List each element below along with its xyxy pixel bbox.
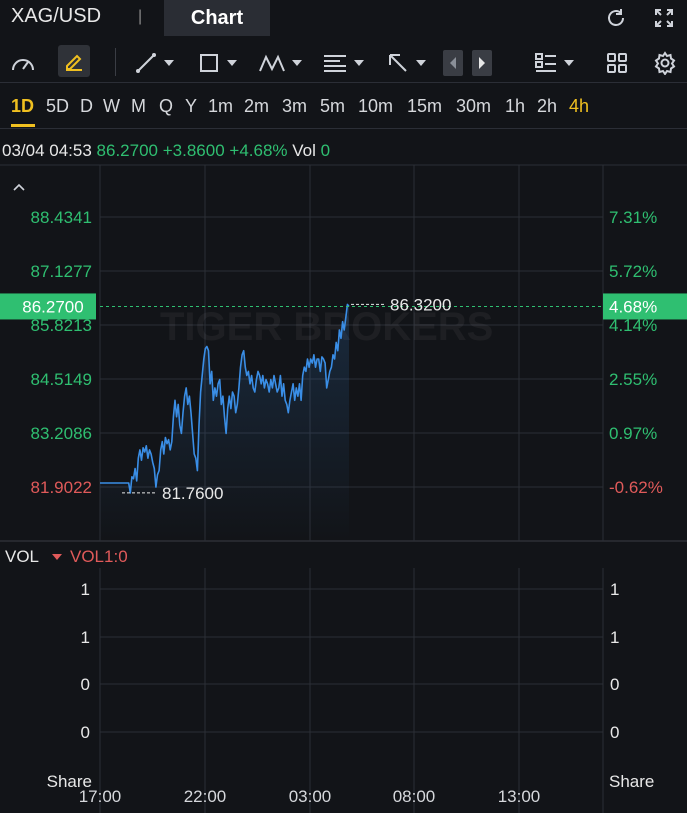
gauge-icon[interactable] [9, 50, 37, 76]
text-tool-icon[interactable] [322, 50, 364, 76]
period-d[interactable]: D [80, 96, 93, 116]
period-1h[interactable]: 1h [505, 96, 526, 116]
volume-indicator: VOL1:0 [70, 547, 128, 566]
high-marker-label: 86.3200 [390, 295, 451, 314]
volume-y-label-right: 1 [610, 580, 619, 599]
y-axis-label-left: 88.4341 [31, 208, 92, 227]
period-m[interactable]: M [131, 96, 146, 116]
current-price-label: 86.2700 [22, 297, 83, 316]
current-pct-tag [603, 293, 687, 320]
refresh-icon[interactable] [604, 6, 628, 30]
period-5d[interactable]: 5D [46, 96, 70, 116]
x-axis-label: 13:00 [498, 787, 541, 806]
watermark: TIGER BROKERS [160, 305, 493, 349]
volume-y-label-right: 0 [610, 723, 619, 742]
volume-y-label-left: 0 [81, 675, 90, 694]
y-axis-label-right: 5.72% [609, 262, 657, 281]
period-y[interactable]: Y [185, 96, 198, 116]
volume-dropdown-icon[interactable] [52, 554, 62, 560]
period-w[interactable]: W [103, 96, 120, 116]
settings-icon[interactable] [653, 50, 677, 76]
quote-info: 03/04 04:53 86.2700 +3.8600 +4.68% Vol 0 [2, 141, 330, 161]
title-separator: | [138, 8, 143, 25]
quote-vol-label: Vol [292, 141, 316, 160]
symbol-title[interactable]: XAG/USD [11, 5, 102, 27]
period-10m[interactable]: 10m [358, 96, 394, 116]
y-axis-label-right: 4.14% [609, 316, 657, 335]
volume-title: VOL [5, 547, 40, 566]
y-axis-label-left: 81.9022 [31, 478, 92, 497]
grid-icon[interactable] [605, 50, 629, 76]
toolbar-divider [115, 48, 116, 76]
x-axis-label: 03:00 [289, 787, 332, 806]
period-2h[interactable]: 2h [537, 96, 558, 116]
price-line [100, 303, 350, 494]
collapse-chevron-icon[interactable] [13, 183, 25, 191]
volume-y-label-left: 1 [81, 580, 90, 599]
period-30m[interactable]: 30m [456, 96, 492, 116]
rectangle-tool-icon[interactable] [197, 50, 237, 76]
pencil-icon[interactable] [58, 45, 90, 77]
period-1m[interactable]: 1m [208, 96, 234, 116]
quote-price: 86.2700 [96, 141, 158, 160]
x-axis-label: 22:00 [184, 787, 227, 806]
volume-unit-right: Share [609, 772, 654, 791]
current-pct-label: 4.68% [609, 297, 657, 316]
period-4h[interactable]: 4h [569, 96, 590, 116]
y-axis-label-right: -0.62% [609, 478, 663, 497]
y-axis-label-right: 0.97% [609, 424, 657, 443]
period-3m[interactable]: 3m [282, 96, 308, 116]
volume-unit-left: Share [47, 772, 92, 791]
top-bar: XAG/USD | Chart [0, 0, 687, 36]
quote-datetime: 03/04 04:53 [2, 141, 92, 160]
volume-y-label-right: 0 [610, 675, 619, 694]
next-icon[interactable] [472, 50, 492, 76]
quote-vol-value: 0 [320, 141, 331, 160]
drawing-toolbar [0, 42, 687, 83]
y-axis-label-left: 83.2086 [31, 424, 92, 443]
current-price-tag [0, 293, 96, 320]
volume-y-label-right: 1 [610, 628, 619, 647]
period-q[interactable]: Q [159, 96, 174, 116]
prev-icon[interactable] [443, 50, 463, 76]
period-1d[interactable]: 1D [11, 96, 35, 116]
period-2m[interactable]: 2m [244, 96, 270, 116]
y-axis-label-left: 85.8213 [31, 316, 92, 335]
line-tool-icon[interactable] [134, 50, 174, 76]
x-axis-label: 17:00 [79, 787, 122, 806]
y-axis-label-right: 7.31% [609, 208, 657, 227]
period-15m[interactable]: 15m [407, 96, 443, 116]
y-axis-label-right: 2.55% [609, 370, 657, 389]
fullscreen-icon[interactable] [652, 6, 676, 30]
period-5m[interactable]: 5m [320, 96, 346, 116]
volume-y-label-left: 0 [81, 723, 90, 742]
tab-chart[interactable]: Chart [164, 0, 270, 36]
low-marker-label: 81.7600 [162, 484, 223, 503]
period-selector: 1D 5D D W M Q Y 1m 2m 3m 5m 10m 15m 30m … [0, 88, 687, 129]
quote-change: +3.8600 [162, 141, 225, 160]
active-period-underline [11, 124, 35, 127]
volume-y-label-left: 1 [81, 628, 90, 647]
pattern-tool-icon[interactable] [258, 50, 302, 76]
layout-icon[interactable] [534, 50, 574, 76]
x-axis-label: 08:00 [393, 787, 436, 806]
arrow-tool-icon[interactable] [386, 50, 426, 76]
y-axis-label-left: 87.1277 [31, 262, 92, 281]
quote-change-pct: +4.68% [229, 141, 288, 160]
y-axis-label-left: 84.5149 [31, 370, 92, 389]
